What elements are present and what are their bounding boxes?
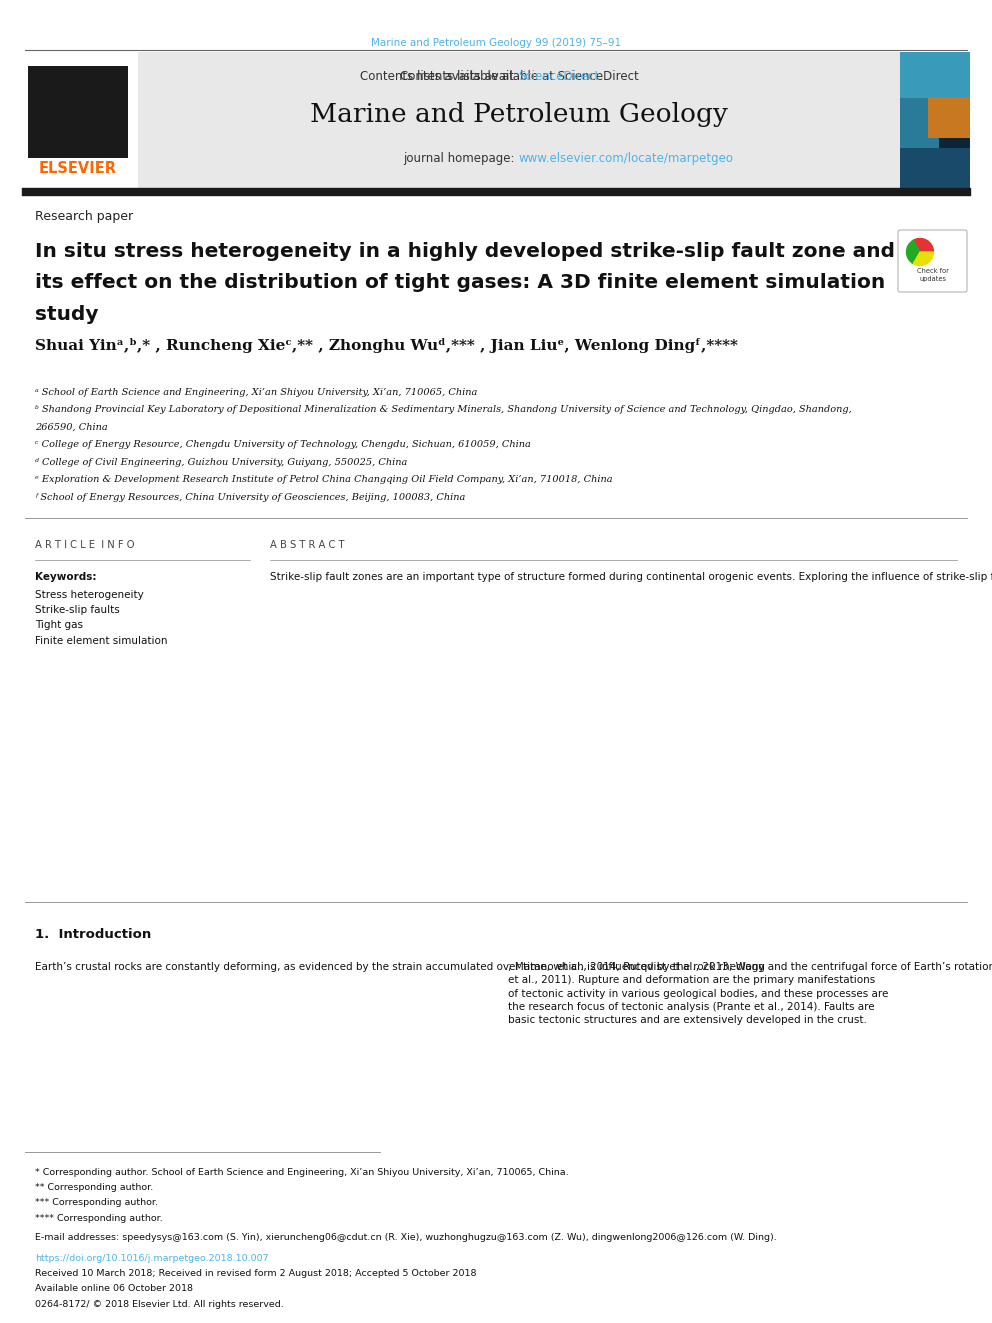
Bar	[900, 98, 938, 148]
Text: Stress heterogeneity: Stress heterogeneity	[35, 590, 144, 599]
Bar	[900, 52, 970, 188]
Bar	[22, 52, 138, 188]
Text: Strike-slip faults: Strike-slip faults	[35, 605, 120, 615]
Text: ScienceDirect: ScienceDirect	[518, 70, 599, 83]
Text: Keywords:: Keywords:	[35, 572, 96, 582]
Text: *** Corresponding author.: *** Corresponding author.	[35, 1199, 158, 1208]
Text: study: study	[35, 306, 98, 324]
Text: ᵇ Shandong Provincial Key Laboratory of Depositional Mineralization & Sedimentar: ᵇ Shandong Provincial Key Laboratory of …	[35, 406, 852, 414]
Text: ᶜ College of Energy Resource, Chengdu University of Technology, Chengdu, Sichuan: ᶜ College of Energy Resource, Chengdu Un…	[35, 441, 531, 450]
Wedge shape	[914, 238, 933, 251]
Text: Strike-slip fault zones are an important type of structure formed during contine: Strike-slip fault zones are an important…	[270, 572, 992, 582]
Text: ELSEVIER: ELSEVIER	[39, 161, 117, 176]
Bar	[900, 52, 970, 98]
Text: A B S T R A C T: A B S T R A C T	[270, 540, 344, 550]
Text: Tight gas: Tight gas	[35, 620, 83, 631]
Text: In situ stress heterogeneity in a highly developed strike-slip fault zone and: In situ stress heterogeneity in a highly…	[35, 242, 895, 261]
Bar	[928, 78, 970, 138]
Text: ᵉ Exploration & Development Research Institute of Petrol China Changqing Oil Fie: ᵉ Exploration & Development Research Ins…	[35, 475, 613, 484]
Text: ** Corresponding author.: ** Corresponding author.	[35, 1183, 153, 1192]
Text: its effect on the distribution of tight gases: A 3D finite element simulation: its effect on the distribution of tight …	[35, 274, 885, 292]
Text: **** Corresponding author.: **** Corresponding author.	[35, 1213, 163, 1222]
Text: Marine and Petroleum Geology: Marine and Petroleum Geology	[310, 102, 728, 127]
Text: www.elsevier.com/locate/marpetgeo: www.elsevier.com/locate/marpetgeo	[518, 152, 733, 165]
Bar	[900, 148, 970, 188]
Text: ᵃ School of Earth Science and Engineering, Xi’an Shiyou University, Xi’an, 71006: ᵃ School of Earth Science and Engineerin…	[35, 388, 477, 397]
Text: Research paper: Research paper	[35, 210, 133, 224]
Text: Received 10 March 2018; Received in revised form 2 August 2018; Accepted 5 Octob: Received 10 March 2018; Received in revi…	[35, 1269, 476, 1278]
Text: 1.  Introduction: 1. Introduction	[35, 927, 151, 941]
Text: Earth’s crustal rocks are constantly deforming, as evidenced by the strain accum: Earth’s crustal rocks are constantly def…	[35, 962, 992, 972]
Text: ᵈ College of Civil Engineering, Guizhou University, Guiyang, 550025, China: ᵈ College of Civil Engineering, Guizhou …	[35, 458, 408, 467]
Text: journal homepage:: journal homepage:	[403, 152, 518, 165]
Text: Marine and Petroleum Geology 99 (2019) 75–91: Marine and Petroleum Geology 99 (2019) 7…	[371, 38, 621, 48]
Text: Check for
updates: Check for updates	[917, 269, 948, 282]
Text: https://doi.org/10.1016/j.marpetgeo.2018.10.007: https://doi.org/10.1016/j.marpetgeo.2018…	[35, 1254, 269, 1263]
Wedge shape	[914, 251, 933, 266]
Bar	[138, 52, 900, 188]
Wedge shape	[907, 241, 920, 263]
Text: ; Matano et al., 2014; Rutqvist et al., 2013; Wang
et al., 2011). Rupture and de: ; Matano et al., 2014; Rutqvist et al., …	[508, 962, 889, 1025]
Bar	[28, 66, 128, 157]
Text: Contents lists available at: Contents lists available at	[360, 70, 518, 83]
Text: E-mail addresses: speedysys@163.com (S. Yin), xieruncheng06@cdut.cn (R. Xie), wu: E-mail addresses: speedysys@163.com (S. …	[35, 1233, 777, 1242]
Text: Contents lists available at ScienceDirect: Contents lists available at ScienceDirec…	[400, 70, 639, 83]
Text: A R T I C L E  I N F O: A R T I C L E I N F O	[35, 540, 135, 550]
Text: Available online 06 October 2018: Available online 06 October 2018	[35, 1285, 193, 1294]
Text: 266590, China: 266590, China	[35, 423, 108, 433]
Text: Finite element simulation: Finite element simulation	[35, 636, 168, 646]
FancyBboxPatch shape	[898, 230, 967, 292]
Text: Shuai Yinᵃ,ᵇ,* , Runcheng Xieᶜ,** , Zhonghu Wuᵈ,*** , Jian Liuᵉ, Wenlong Dingᶠ,*: Shuai Yinᵃ,ᵇ,* , Runcheng Xieᶜ,** , Zhon…	[35, 337, 738, 353]
Text: 0264-8172/ © 2018 Elsevier Ltd. All rights reserved.: 0264-8172/ © 2018 Elsevier Ltd. All righ…	[35, 1299, 284, 1308]
Text: ᶠ School of Energy Resources, China University of Geosciences, Beijing, 100083, : ᶠ School of Energy Resources, China Univ…	[35, 493, 465, 501]
Text: * Corresponding author. School of Earth Science and Engineering, Xi’an Shiyou Un: * Corresponding author. School of Earth …	[35, 1168, 568, 1177]
